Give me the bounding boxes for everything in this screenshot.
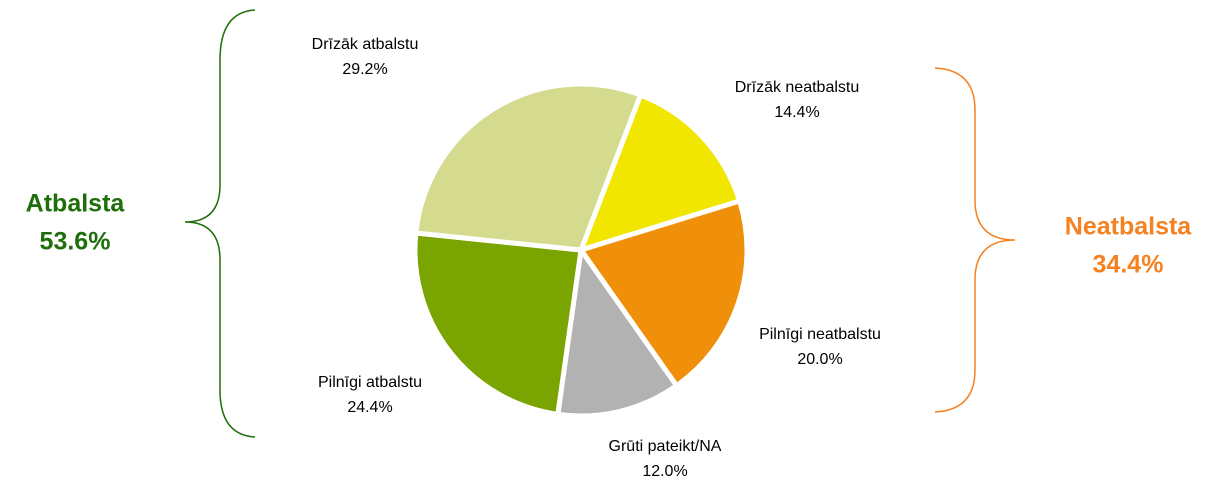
pie-slice xyxy=(412,230,584,417)
pie-slice xyxy=(555,247,680,419)
slice-label: Drīzāk atbalstu xyxy=(312,36,419,53)
pie-slice xyxy=(413,81,643,253)
slice-label: Grūti pateikt/NA xyxy=(609,438,722,455)
group-value: 53.6% xyxy=(40,228,111,256)
left-brace xyxy=(184,9,256,438)
slice-label: Pilnīgi neatbalstu xyxy=(759,326,881,343)
slice-value: 29.2% xyxy=(342,61,387,78)
slice-value: 24.4% xyxy=(347,399,392,416)
right-brace xyxy=(934,67,1016,413)
slice-value: 12.0% xyxy=(642,463,687,480)
slice-value: 20.0% xyxy=(797,351,842,368)
slice-label: Drīzāk neatbalstu xyxy=(735,79,860,96)
group-value: 34.4% xyxy=(1093,251,1164,279)
pie-slice xyxy=(578,198,750,389)
slice-value: 14.4% xyxy=(774,104,819,121)
group-label: Atbalsta xyxy=(26,190,126,218)
slice-label: Pilnīgi atbalstu xyxy=(318,374,422,391)
group-label: Neatbalsta xyxy=(1065,213,1193,241)
